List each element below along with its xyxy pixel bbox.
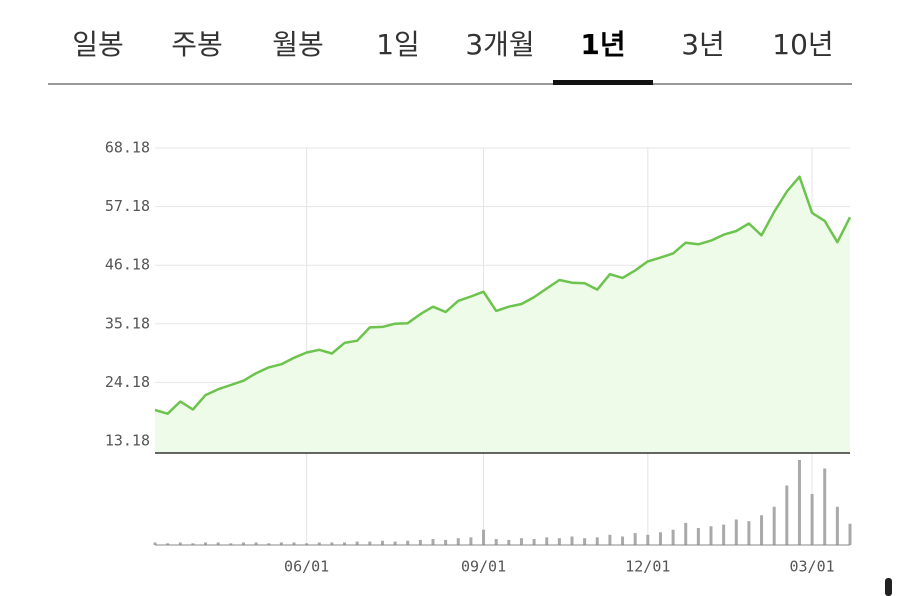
volume-bar: [671, 529, 675, 545]
volume-bar: [658, 532, 662, 545]
volume-bar: [633, 533, 637, 545]
volume-bar: [772, 506, 776, 545]
volume-bar: [709, 526, 713, 545]
volume-bar: [810, 494, 814, 545]
volume-bar: [368, 541, 372, 545]
tab-underline: [553, 80, 653, 85]
volume-bar: [393, 541, 397, 545]
volume-bar: [418, 539, 422, 545]
volume-bar: [494, 539, 498, 545]
volume-bar: [279, 542, 283, 545]
volume-bar: [734, 519, 738, 545]
volume-bar: [406, 540, 410, 545]
volume-bar: [621, 536, 625, 545]
volume-bar: [292, 542, 296, 545]
volume-bar: [355, 541, 359, 545]
volume-bar: [305, 543, 309, 545]
volume-bar: [456, 538, 460, 545]
volume-bar: [797, 460, 801, 545]
x-tick-label: 03/01: [790, 558, 835, 576]
volume-bar: [178, 542, 182, 545]
x-tick-label: 06/01: [284, 558, 329, 576]
volume-bar: [431, 539, 435, 545]
volume-bar: [166, 543, 170, 545]
y-tick-label: 68.18: [105, 139, 150, 157]
price-line: [154, 175, 852, 415]
volume-bar: [444, 539, 448, 545]
y-tick-label: 13.18: [105, 432, 150, 450]
volume-bar: [722, 524, 726, 545]
volume-bar: [747, 521, 751, 545]
volume-bar: [684, 522, 688, 545]
volume-bar: [507, 539, 511, 545]
tab[interactable]: 3개월: [465, 28, 534, 61]
area: [155, 176, 850, 453]
volume-bar: [343, 542, 347, 545]
x-tick-label: 09/01: [461, 558, 506, 576]
volume-bar: [696, 528, 700, 545]
tab[interactable]: 월봉: [272, 28, 324, 61]
y-tick-label: 57.18: [105, 197, 150, 215]
x-tick-label: 12/01: [625, 558, 670, 576]
tab[interactable]: 10년: [772, 28, 833, 61]
volume-bar: [823, 468, 827, 545]
volume-bar: [532, 539, 536, 545]
volume-bar: [153, 542, 157, 545]
scroll-indicator: [885, 578, 892, 596]
volume-bar: [191, 543, 195, 545]
volume-bar: [469, 537, 473, 545]
volume-bar: [267, 543, 271, 545]
volume-bar: [482, 529, 486, 545]
tab[interactable]: 3년: [681, 28, 725, 61]
volume-bar: [229, 543, 233, 545]
volume-bar: [646, 534, 650, 545]
y-tick-label: 24.18: [105, 373, 150, 391]
volume-bar: [330, 542, 334, 545]
volume-bar: [317, 542, 321, 545]
volume-bar: [545, 537, 549, 545]
tab[interactable]: 일봉: [72, 28, 124, 61]
volume-bar: [557, 538, 561, 545]
tab[interactable]: 1일: [376, 28, 420, 61]
volume-bar: [595, 537, 599, 545]
volume-bar: [608, 534, 612, 545]
volume-bar: [785, 485, 789, 545]
volume-bar: [204, 542, 208, 545]
volume-bar: [519, 538, 523, 545]
volume-bar: [583, 538, 587, 545]
tab[interactable]: 주봉: [171, 28, 223, 61]
volume-bar: [570, 536, 574, 545]
volume-bar: [241, 542, 245, 545]
volume-bar: [848, 523, 852, 545]
volume-bar: [760, 515, 764, 545]
volume-bar: [254, 542, 258, 545]
tab[interactable]: 1년: [580, 28, 625, 61]
volume-bar: [380, 540, 384, 545]
y-tick-label: 46.18: [105, 256, 150, 274]
volume-bar: [835, 506, 839, 545]
volume-bar: [216, 542, 220, 545]
y-tick-label: 35.18: [105, 314, 150, 332]
